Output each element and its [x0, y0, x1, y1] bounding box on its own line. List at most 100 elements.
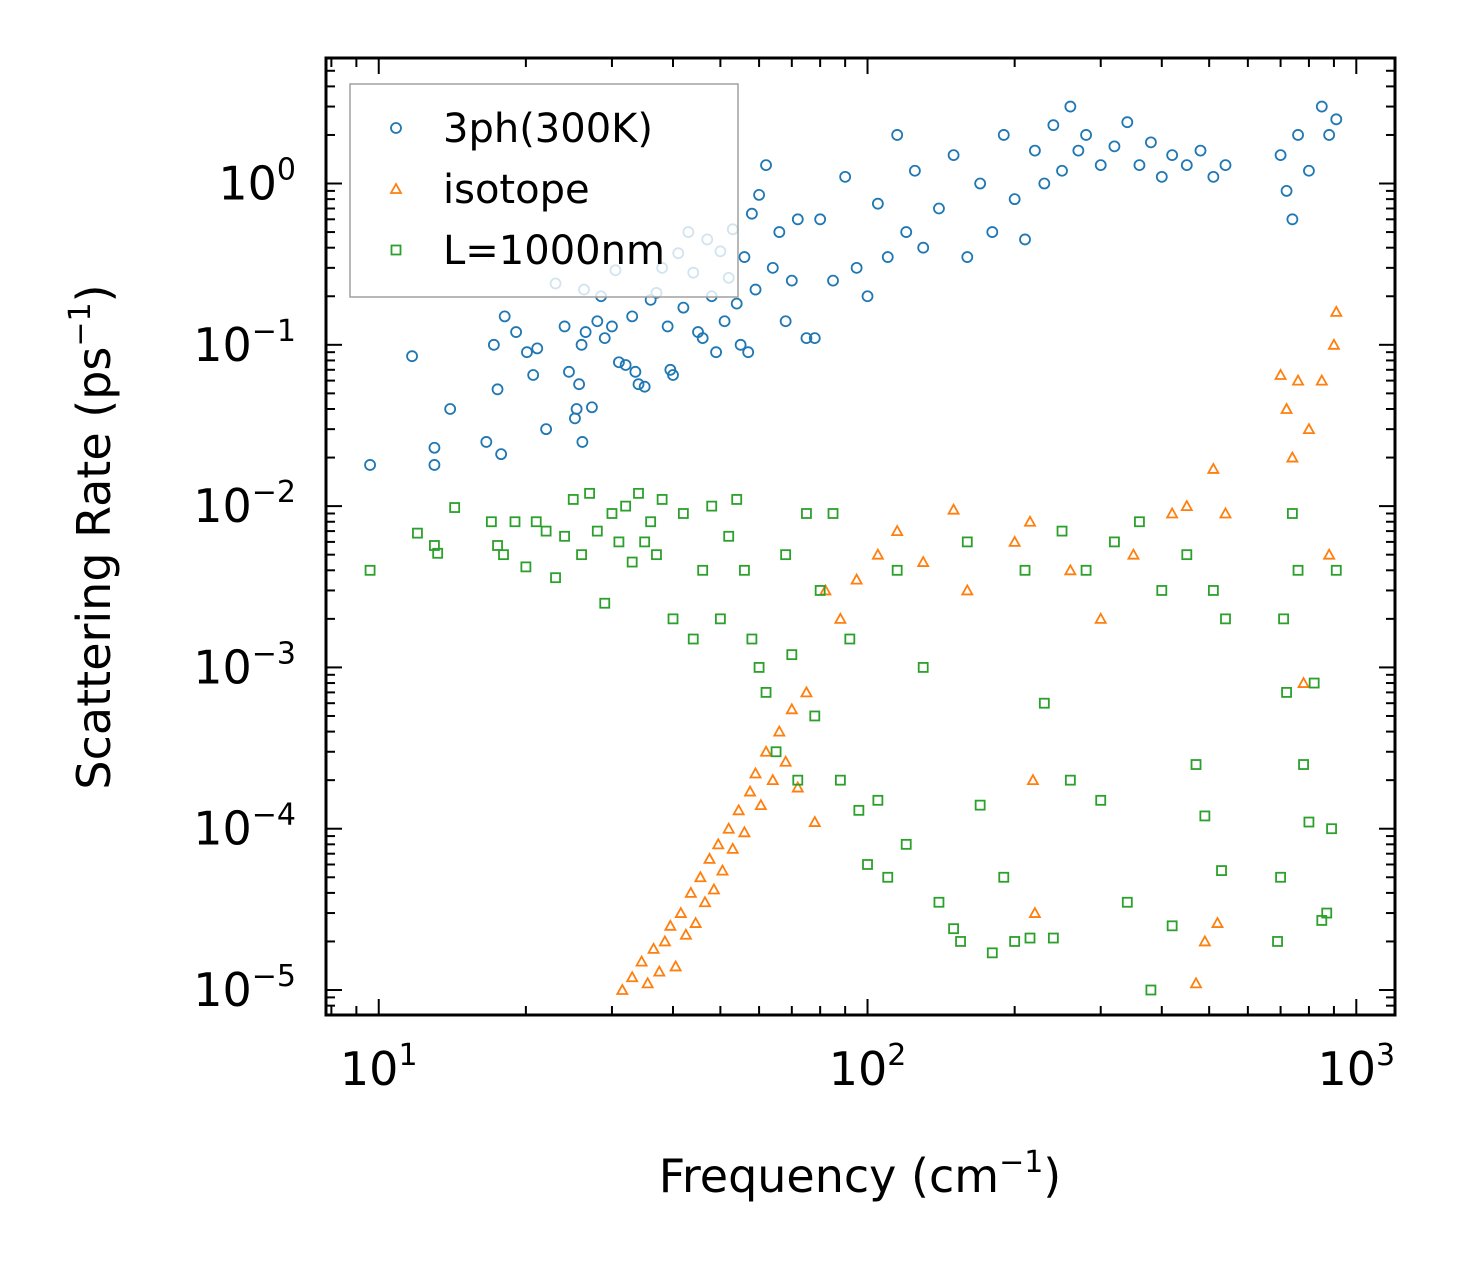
data-point [947, 149, 960, 162]
data-point [743, 784, 757, 797]
axis-tick-labels: 101 102 103 100 10−1 10−2 10−3 10−4 10−5 [193, 153, 1395, 1096]
data-point [801, 508, 812, 519]
data-point [1121, 116, 1134, 129]
data-point [891, 129, 904, 141]
data-point [669, 959, 683, 972]
data-point [1038, 177, 1051, 190]
data-point [808, 815, 822, 827]
data-point [1166, 149, 1179, 162]
data-point [726, 842, 740, 854]
data-point [1297, 676, 1311, 688]
data-point [1219, 159, 1232, 172]
data-point [677, 508, 689, 519]
data-point [1272, 936, 1283, 947]
data-point [428, 459, 441, 471]
data-point [677, 301, 690, 314]
data-point [746, 633, 758, 645]
data-point [1308, 677, 1320, 689]
legend-marker [390, 244, 402, 256]
y-tick-label: 10−3 [193, 636, 296, 694]
data-point [1322, 547, 1336, 560]
data-point [1189, 976, 1203, 989]
data-point [955, 936, 966, 947]
data-point [1155, 170, 1168, 183]
legend-label: isotope [443, 167, 590, 213]
data-point [412, 527, 423, 539]
data-point [364, 564, 376, 576]
data-point [891, 564, 903, 576]
data-point [770, 746, 782, 758]
data-point [785, 702, 799, 715]
data-point [773, 226, 786, 238]
series-3ph-300k- [364, 100, 1343, 471]
data-point [629, 365, 642, 378]
data-point [745, 207, 758, 220]
data-point [814, 585, 826, 596]
data-point [498, 549, 509, 561]
data-point [1280, 184, 1293, 197]
data-point [599, 597, 611, 609]
data-point [722, 821, 736, 834]
data-point [779, 754, 793, 767]
data-point [567, 494, 579, 505]
data-point [619, 359, 632, 371]
data-point [814, 213, 827, 226]
data-point [853, 804, 865, 816]
data-point [613, 356, 625, 369]
data-point [559, 530, 570, 542]
data-point [1292, 564, 1304, 576]
axis-ticks [326, 57, 1395, 1016]
data-point [702, 852, 717, 864]
series-l-1000nm [364, 487, 1342, 996]
legend-marker [390, 122, 402, 134]
y-tick-label: 10−2 [193, 475, 296, 533]
data-point [809, 710, 821, 722]
data-point [1275, 871, 1286, 883]
data-point [839, 170, 852, 183]
data-point [715, 863, 730, 876]
data-point [1038, 697, 1050, 709]
data-point [531, 342, 544, 355]
data-point [900, 838, 912, 850]
data-point [766, 261, 779, 274]
data-point [1274, 368, 1288, 380]
data-point [480, 436, 493, 448]
data-point [485, 516, 497, 528]
data-point [1303, 164, 1315, 177]
data-point [1302, 422, 1316, 435]
data-point [739, 564, 750, 576]
data-point [641, 976, 655, 989]
data-point [844, 633, 856, 645]
data-point [1326, 823, 1337, 835]
y-tick-label: 100 [218, 153, 296, 211]
data-point [449, 502, 461, 513]
data-point [606, 508, 618, 519]
data-point [651, 549, 662, 561]
data-point [625, 970, 639, 983]
data-point [530, 516, 542, 528]
data-point [881, 251, 894, 263]
data-point [827, 274, 839, 287]
data-point [748, 766, 763, 779]
data-point [1028, 144, 1041, 157]
data-point [1056, 164, 1068, 177]
y-tick-label: 10−4 [193, 798, 296, 856]
data-point [615, 983, 629, 995]
data-point [521, 346, 533, 359]
data-point [1315, 373, 1329, 386]
data-point [947, 502, 961, 515]
data-point [1199, 810, 1211, 822]
data-point [759, 744, 773, 757]
data-point [986, 947, 998, 959]
data-point [1210, 916, 1225, 928]
data-point [697, 564, 709, 576]
data-point [652, 964, 666, 977]
data-point [1207, 170, 1220, 183]
data-point [613, 536, 625, 548]
data-point [491, 383, 504, 396]
data-point [647, 941, 661, 954]
data-point [658, 934, 672, 947]
data-point [1218, 506, 1233, 519]
data-point [933, 202, 945, 215]
